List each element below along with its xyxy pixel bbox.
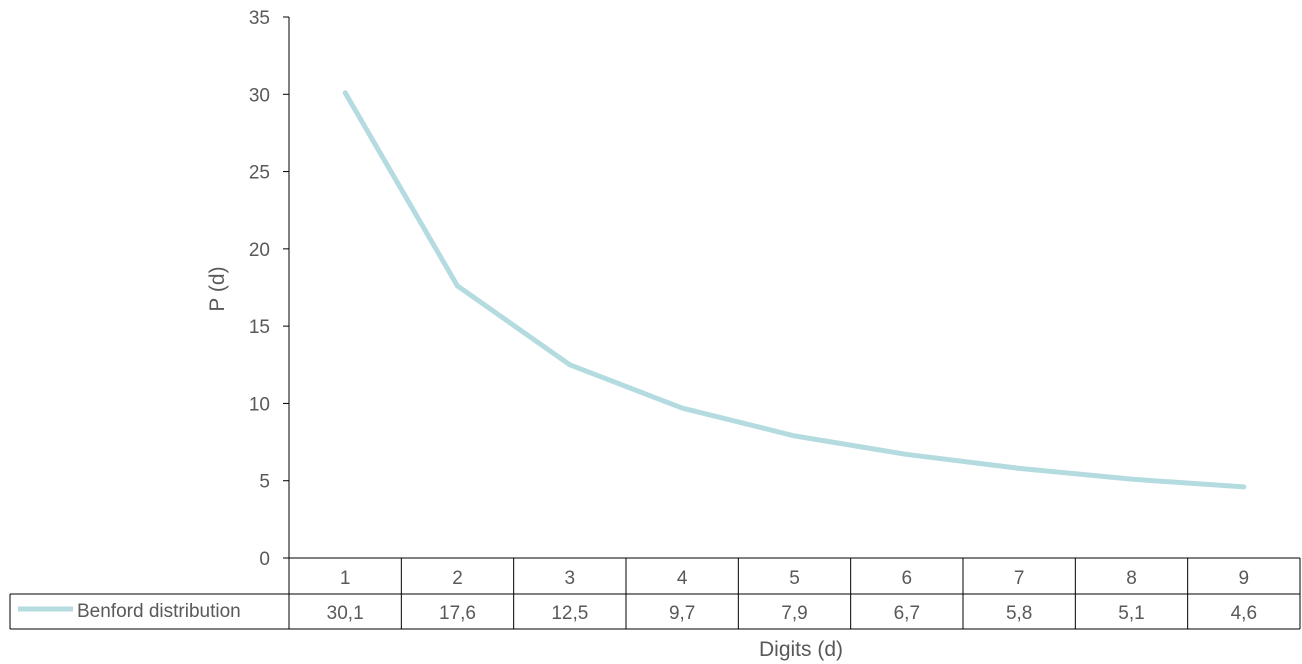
y-axis-title: P (d) xyxy=(206,266,229,311)
x-category-label: 1 xyxy=(340,568,351,589)
y-tick-label: 5 xyxy=(259,472,270,493)
x-axis-title: Digits (d) xyxy=(759,638,843,661)
data-table: 1 30,1 2 17,6 3 12,5 4 9,7 5 7,9 6 6,7 7 5,8 8 5,1 9 4,6 B… xyxy=(9,557,1301,630)
data-table-value: 12,5 xyxy=(551,603,588,624)
data-table-value: 30,1 xyxy=(327,603,364,624)
x-category-label: 3 xyxy=(565,568,576,589)
data-table-value: 9,7 xyxy=(669,603,695,624)
series-layer xyxy=(342,90,1247,490)
x-category-label: 7 xyxy=(1014,568,1025,589)
y-tick-label: 0 xyxy=(259,549,270,570)
y-tick-label: 25 xyxy=(249,163,270,184)
data-table-value: 17,6 xyxy=(439,603,476,624)
data-table-value: 5,8 xyxy=(1006,603,1032,624)
x-category-label: 4 xyxy=(677,568,688,589)
data-table-value: 7,9 xyxy=(781,603,807,624)
x-category-label: 8 xyxy=(1126,568,1137,589)
y-tick-label: 10 xyxy=(249,394,270,415)
y-tick-label: 35 xyxy=(249,8,270,29)
x-category-label: 6 xyxy=(902,568,913,589)
benford-distribution-line xyxy=(342,90,1247,490)
data-table-value: 6,7 xyxy=(894,603,920,624)
x-category-label: 5 xyxy=(789,568,800,589)
y-axis: 0 5 10 15 20 25 30 35 xyxy=(249,8,290,570)
y-tick-label: 15 xyxy=(249,317,270,338)
x-category-label: 9 xyxy=(1239,568,1250,589)
y-tick-label: 20 xyxy=(249,240,270,261)
y-tick-label: 30 xyxy=(249,85,270,106)
data-table-value: 4,6 xyxy=(1231,603,1257,624)
x-category-label: 2 xyxy=(452,568,463,589)
legend-label: Benford distribution xyxy=(77,601,241,622)
data-table-value: 5,1 xyxy=(1118,603,1144,624)
